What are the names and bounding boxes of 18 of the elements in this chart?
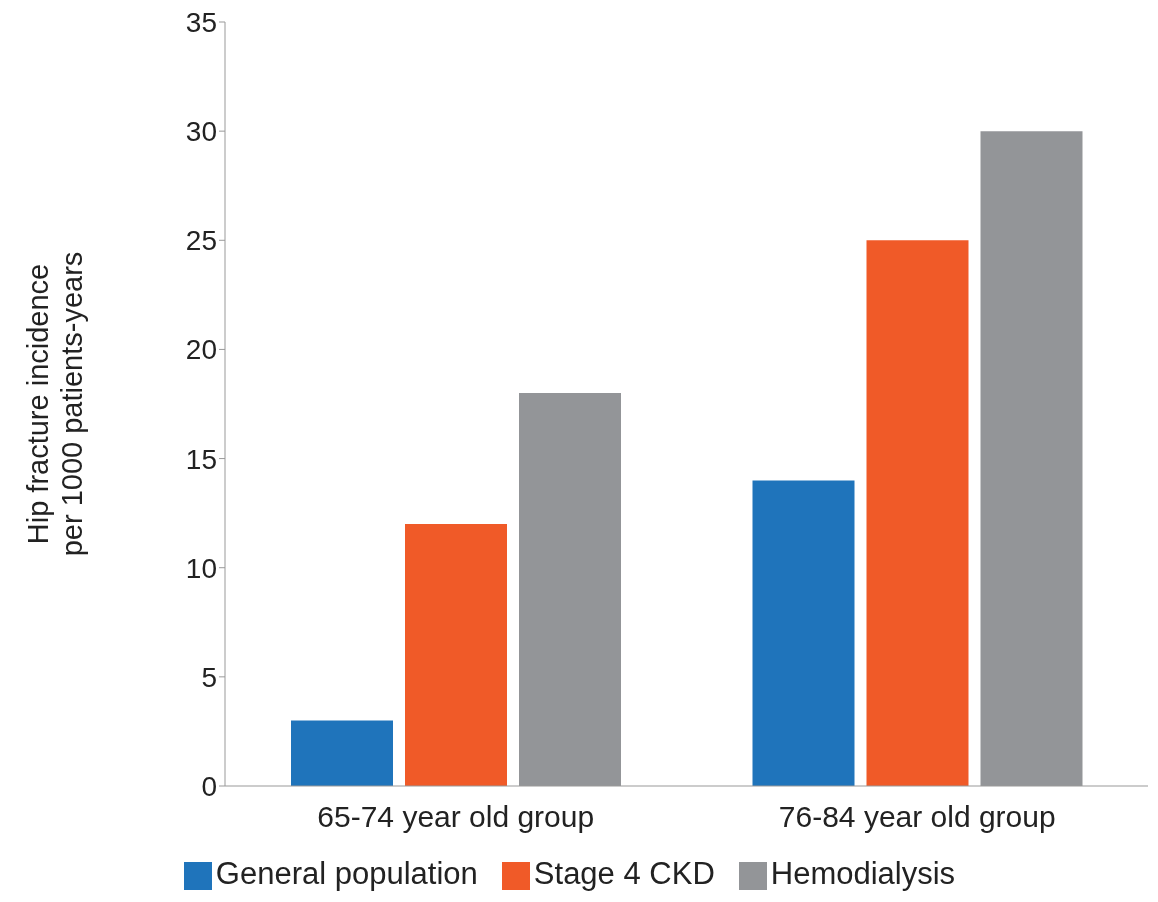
- bar: [866, 240, 969, 786]
- y-tick-label: 10: [185, 552, 217, 584]
- legend-label: Stage 4 CKD: [533, 856, 715, 891]
- y-tick-label: 25: [185, 225, 217, 257]
- bar: [752, 480, 855, 786]
- bar: [405, 524, 507, 786]
- y-tick-label: 35: [185, 6, 217, 38]
- y-tick-label: 0: [201, 770, 217, 802]
- y-tick-label: 15: [185, 443, 217, 475]
- legend-label: General population: [215, 856, 478, 891]
- y-tick-label: 5: [201, 661, 217, 693]
- x-tick-label: 65-74 year old group: [317, 800, 595, 834]
- bar: [291, 720, 393, 786]
- y-tick-label: 20: [185, 334, 217, 366]
- y-tick-label: 30: [185, 116, 217, 148]
- x-tick-label: 76-84 year old group: [778, 800, 1056, 834]
- y-axis-title: Hip fracture incidence per 1000 patients-years: [22, 251, 88, 557]
- legend-label: Hemodialysis: [770, 856, 956, 891]
